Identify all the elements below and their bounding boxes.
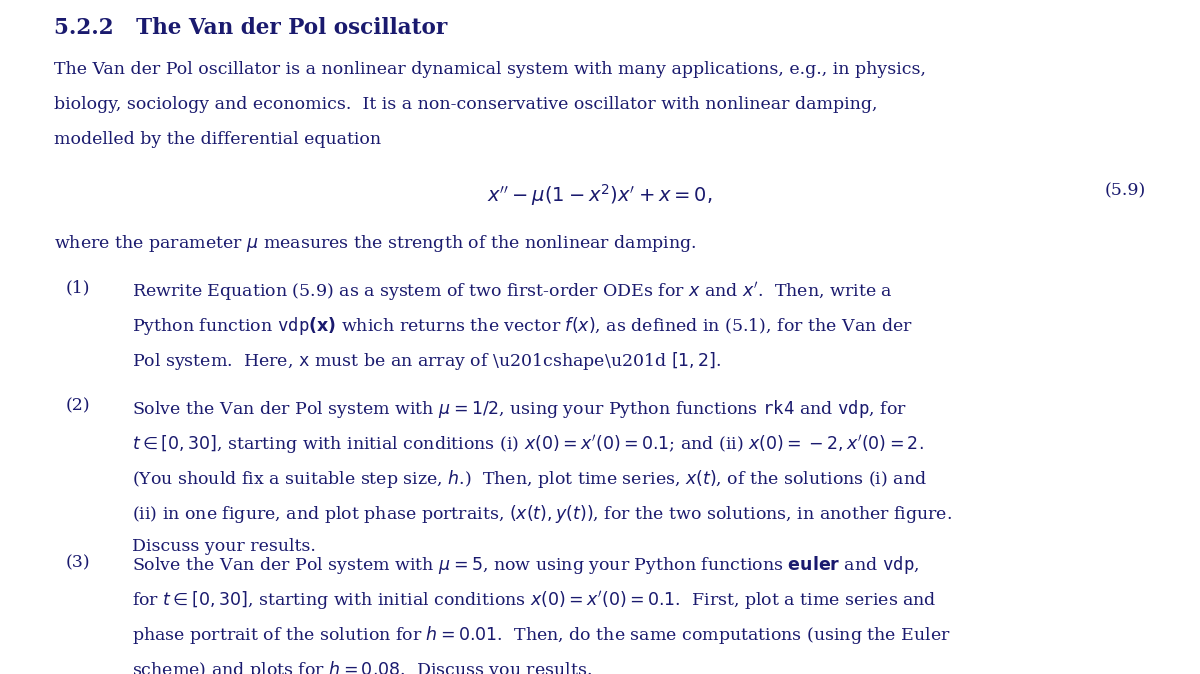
Text: biology, sociology and economics.  It is a non-conservative oscillator with nonl: biology, sociology and economics. It is … [54,96,877,113]
Text: Rewrite Equation (5.9) as a system of two first-order ODEs for $x$ and $x'$.  Th: Rewrite Equation (5.9) as a system of tw… [132,280,893,303]
Text: $t \in [0, 30]$, starting with initial conditions (i) $x(0) = x'(0) = 0.1$; and : $t \in [0, 30]$, starting with initial c… [132,433,924,456]
Text: Discuss your results.: Discuss your results. [132,538,316,555]
Text: Python function $\mathtt{vdp}$$\mathbf{(x)}$ which returns the vector $f(x)$, as: Python function $\mathtt{vdp}$$\mathbf{(… [132,315,913,337]
Text: phase portrait of the solution for $h = 0.01$.  Then, do the same computations (: phase portrait of the solution for $h = … [132,624,950,646]
Text: $x'' - \mu(1 - x^2)x' + x = 0,$: $x'' - \mu(1 - x^2)x' + x = 0,$ [487,182,713,208]
Text: Pol system.  Here, $\mathtt{x}$ must be an array of \u201cshape\u201d $[1, 2]$.: Pol system. Here, $\mathtt{x}$ must be a… [132,350,721,372]
Text: Solve the Van der Pol system with $\mu = 5$, now using your Python functions $\m: Solve the Van der Pol system with $\mu =… [132,554,919,576]
Text: scheme) and plots for $h = 0.08$.  Discuss you results.: scheme) and plots for $h = 0.08$. Discus… [132,659,592,674]
Text: (2): (2) [66,398,91,415]
Text: Solve the Van der Pol system with $\mu = 1/2$, using your Python functions $\mat: Solve the Van der Pol system with $\mu =… [132,398,907,420]
Text: (5.9): (5.9) [1105,182,1146,199]
Text: (1): (1) [66,280,90,297]
Text: (You should fix a suitable step size, $h$.)  Then, plot time series, $x(t)$, of : (You should fix a suitable step size, $h… [132,468,926,490]
Text: where the parameter $\mu$ measures the strength of the nonlinear damping.: where the parameter $\mu$ measures the s… [54,233,696,253]
Text: The Van der Pol oscillator is a nonlinear dynamical system with many application: The Van der Pol oscillator is a nonlinea… [54,61,926,78]
Text: (3): (3) [66,554,91,571]
Text: for $t \in [0, 30]$, starting with initial conditions $x(0) = x'(0) = 0.1$.  Fir: for $t \in [0, 30]$, starting with initi… [132,589,937,612]
Text: modelled by the differential equation: modelled by the differential equation [54,131,382,148]
Text: 5.2.2   The Van der Pol oscillator: 5.2.2 The Van der Pol oscillator [54,17,448,39]
Text: (ii) in one figure, and plot phase portraits, $(x(t), y(t))$, for the two soluti: (ii) in one figure, and plot phase portr… [132,503,952,525]
